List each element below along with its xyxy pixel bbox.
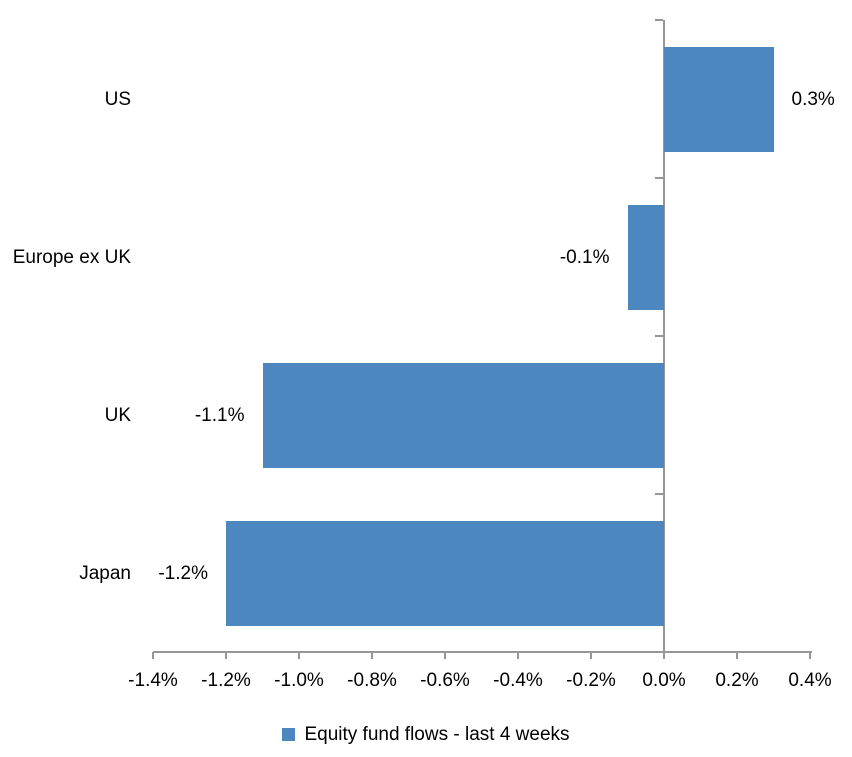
x-tick — [371, 652, 373, 659]
legend-label: Equity fund flows - last 4 weeks — [304, 723, 570, 745]
x-tick — [809, 652, 811, 659]
category-label: Japan — [79, 562, 131, 584]
legend: Equity fund flows - last 4 weeks — [0, 719, 852, 749]
value-label: -1.1% — [194, 404, 245, 426]
y-tick — [655, 177, 663, 179]
value-label: -1.2% — [158, 562, 208, 584]
x-tick — [663, 652, 665, 659]
x-tick — [736, 652, 738, 659]
x-tick — [444, 652, 446, 659]
legend-swatch — [282, 727, 296, 741]
x-tick-label: -1.2% — [201, 670, 251, 691]
x-tick — [517, 652, 519, 659]
y-tick — [655, 335, 663, 337]
x-tick — [152, 652, 154, 659]
value-label: 0.3% — [791, 88, 835, 110]
x-tick-label: 0.2% — [715, 670, 759, 691]
x-tick-label: -0.4% — [493, 670, 543, 691]
bar-us — [664, 46, 774, 152]
x-tick — [590, 652, 592, 659]
x-tick-label: 0.4% — [788, 670, 832, 691]
value-label: -0.1% — [559, 246, 610, 268]
bar-uk — [262, 362, 664, 468]
bar-japan — [226, 520, 664, 626]
y-tick — [655, 493, 663, 495]
y-tick — [655, 19, 663, 21]
x-tick-label: -0.8% — [347, 670, 397, 691]
x-tick-label: -0.6% — [420, 670, 470, 691]
y-axis-line — [663, 20, 665, 659]
bar-europe-ex-uk — [627, 204, 664, 310]
x-tick — [298, 652, 300, 659]
category-label: UK — [104, 404, 131, 426]
x-tick-label: 0.0% — [642, 670, 686, 691]
x-tick — [225, 652, 227, 659]
x-tick-label: -1.0% — [274, 670, 324, 691]
x-tick-label: -1.4% — [128, 670, 178, 691]
x-axis-line — [153, 651, 812, 653]
x-tick-label: -0.2% — [566, 670, 616, 691]
category-label: US — [104, 88, 131, 110]
category-label: Europe ex UK — [12, 246, 131, 268]
